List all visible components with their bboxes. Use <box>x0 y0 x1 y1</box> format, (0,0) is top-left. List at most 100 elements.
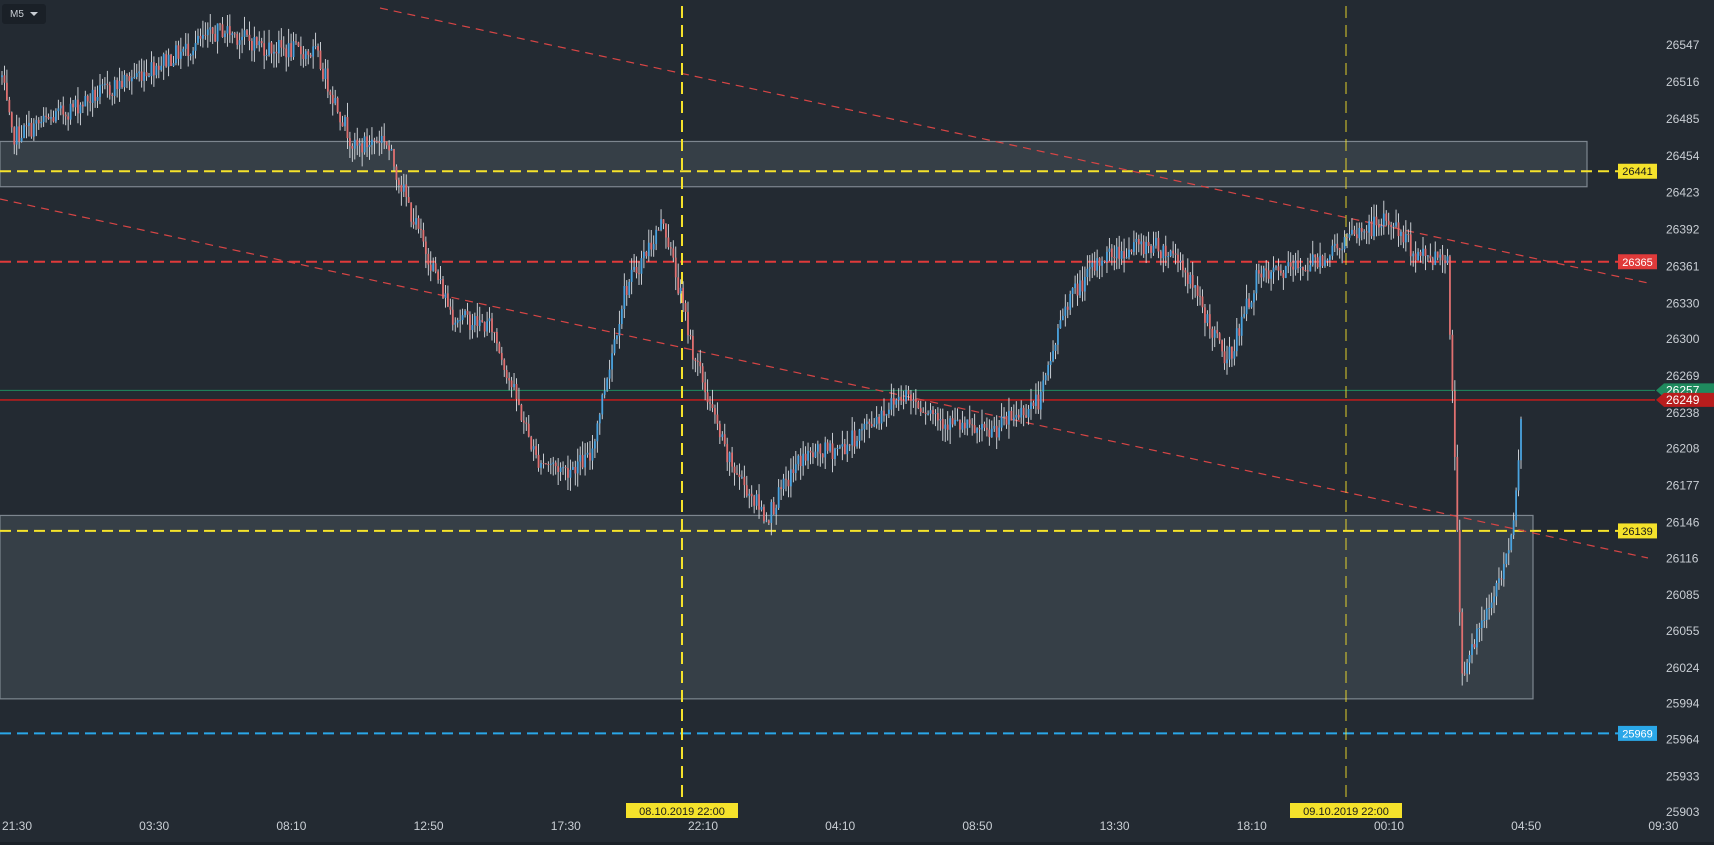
candle-body <box>84 95 87 107</box>
candle-body <box>821 453 824 458</box>
candle-body <box>28 122 30 126</box>
candle-body <box>937 413 939 421</box>
candle-body <box>630 269 633 282</box>
candle-body <box>868 421 871 424</box>
candle-body <box>1030 402 1032 409</box>
candle-body <box>52 117 55 122</box>
candle-body <box>488 318 491 322</box>
candle-body <box>1500 578 1503 580</box>
candle-body <box>1348 234 1351 238</box>
bottom-scrollbar[interactable] <box>0 842 1714 845</box>
candle-body <box>483 321 486 332</box>
candle-body <box>172 63 175 67</box>
candle-body <box>486 321 488 332</box>
x-tick-label: 04:10 <box>825 819 855 833</box>
candle-body <box>767 520 770 523</box>
candle-body <box>106 83 109 86</box>
candle-body <box>990 428 993 438</box>
candle-body <box>339 112 341 123</box>
candle-body <box>211 27 214 34</box>
candle-body <box>226 26 229 34</box>
candle-body <box>412 221 415 225</box>
candle-body <box>1076 283 1079 296</box>
candle-body <box>1042 380 1045 392</box>
candle-body <box>89 101 92 103</box>
candle-body <box>968 419 971 425</box>
candle-body <box>402 184 405 192</box>
candle-body <box>1106 251 1108 262</box>
candle-body <box>716 414 719 424</box>
candle-body <box>204 34 207 36</box>
candle-body <box>804 453 807 461</box>
candle-body <box>841 443 844 447</box>
candle-body <box>853 430 856 447</box>
candle-body <box>775 507 778 515</box>
candle-body <box>1478 628 1481 630</box>
candle-body <box>721 434 724 438</box>
zone-rect <box>0 514 1534 700</box>
candle-body <box>1147 242 1150 247</box>
candle-body <box>1417 251 1419 261</box>
candle-body <box>20 137 23 142</box>
candle-body <box>772 502 775 515</box>
candle-body <box>939 419 942 421</box>
candle-body <box>723 434 726 445</box>
candle-body <box>221 24 224 38</box>
candle-body <box>1142 241 1145 255</box>
candle-body <box>153 62 155 76</box>
candle-body <box>741 476 743 478</box>
candle-body <box>527 423 530 437</box>
candle-body <box>657 229 660 231</box>
candle-body <box>782 478 785 490</box>
candle-body <box>816 444 819 452</box>
candle-body <box>40 121 43 124</box>
candle-body <box>1039 391 1042 410</box>
candle-body <box>594 441 596 449</box>
candle-body <box>344 117 346 127</box>
candle-body <box>986 427 988 430</box>
candle-body <box>672 248 675 258</box>
candle-body <box>643 251 645 259</box>
candle-body <box>1120 251 1123 259</box>
candle-body <box>598 414 601 424</box>
candle-body <box>1059 320 1062 329</box>
candle-body <box>1057 328 1059 345</box>
candle-body <box>1037 394 1040 410</box>
candle-body <box>253 36 256 51</box>
candle-body <box>503 359 506 370</box>
candle-body <box>865 421 868 424</box>
candle-body <box>571 466 574 470</box>
candle-body <box>1490 602 1493 609</box>
candle-body <box>520 404 523 421</box>
candle-body <box>1370 221 1373 237</box>
x-tick-label: 12:50 <box>414 819 444 833</box>
candle-body <box>1061 315 1064 321</box>
candle-body <box>1466 662 1468 674</box>
candle-body <box>1216 330 1219 334</box>
candle-body <box>819 444 822 454</box>
candle-body <box>618 324 621 336</box>
candle-body <box>30 122 33 137</box>
candle-body <box>1378 225 1380 228</box>
candle-body <box>1091 262 1094 268</box>
timeframe-dropdown[interactable]: M5 <box>2 4 46 24</box>
x-tick-label: 08:50 <box>962 819 992 833</box>
candle-body <box>385 141 388 146</box>
candle-body <box>1243 314 1246 317</box>
candle-body <box>422 230 425 242</box>
candle-body <box>349 138 351 147</box>
candle-body <box>1228 346 1231 360</box>
candle-body <box>1321 255 1324 266</box>
candle-body <box>128 76 131 82</box>
candle-body <box>449 306 452 310</box>
candle-body <box>101 84 104 86</box>
candle-body <box>731 452 733 467</box>
candle-body <box>714 408 716 415</box>
candle-body <box>758 494 760 510</box>
candle-body <box>297 42 300 47</box>
candle-body <box>500 352 503 360</box>
candle-body <box>949 418 952 430</box>
candle-body <box>270 42 273 54</box>
candle-body <box>645 251 648 257</box>
